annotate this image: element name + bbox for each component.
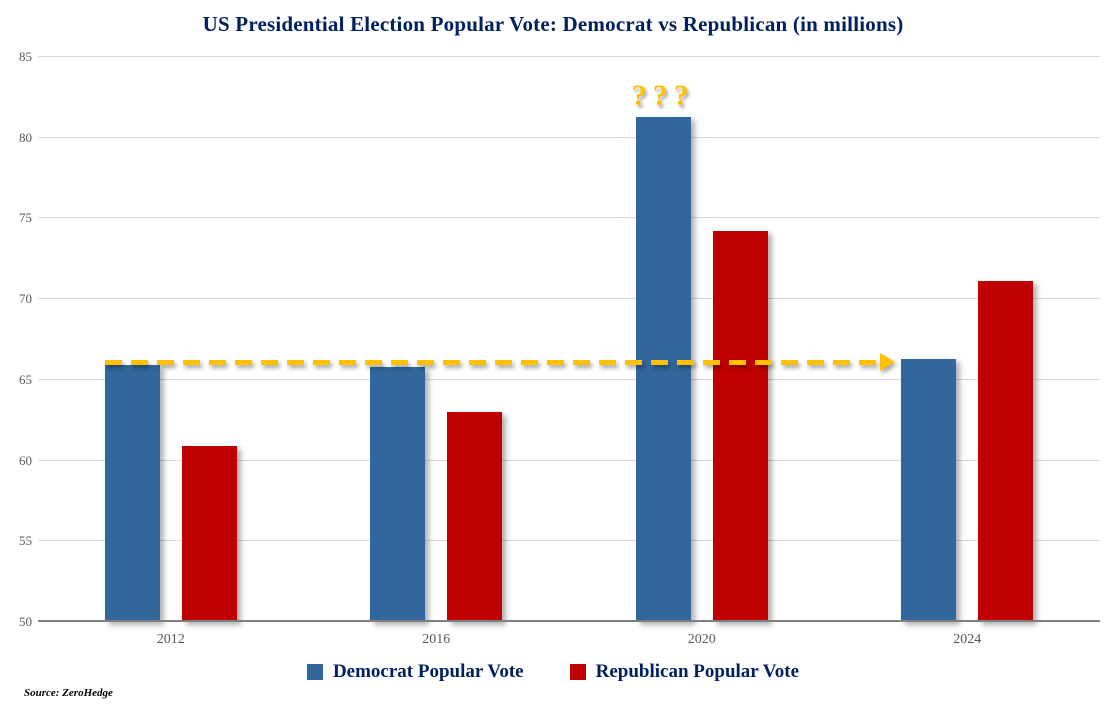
- source-note: Source: ZeroHedge: [24, 687, 113, 699]
- legend-item-republican: Republican Popular Vote: [569, 661, 800, 683]
- gridline: [38, 217, 1100, 219]
- gridline: [38, 459, 1100, 461]
- bar-2024-republican: [978, 281, 1034, 622]
- x-tick-label: 2016: [422, 632, 451, 647]
- plot-area: 50 55 60 65 70 75 80 85 2012 2016 2020 2024???: [19, 49, 1100, 647]
- trend-arrow-dashes: [104, 360, 882, 366]
- legend-label-democrat: Democrat Popular Vote: [332, 661, 524, 682]
- y-tick-label: 70: [19, 291, 32, 307]
- bar-2016-republican: [447, 412, 503, 622]
- gridline: [38, 56, 1100, 57]
- bar-2016-democrat: [370, 366, 426, 622]
- gridline: [38, 298, 1100, 300]
- y-tick-label: 65: [19, 371, 32, 387]
- bar-2012-republican: [181, 446, 237, 622]
- y-tick-label: 80: [19, 129, 32, 145]
- y-tick-label: 85: [19, 49, 32, 64]
- x-axis-line: [38, 620, 1100, 622]
- chart-title: US Presidential Election Popular Vote: D…: [202, 12, 904, 36]
- x-tick-label: 2020: [687, 632, 716, 647]
- question-marks-annotation: ???: [631, 78, 695, 112]
- x-tick-label: 2012: [156, 632, 185, 647]
- republican-swatch: [569, 664, 586, 680]
- bar-2012-democrat: [104, 365, 160, 622]
- x-tick-label: 2024: [953, 632, 982, 647]
- bar-2020-republican: [712, 231, 768, 622]
- trend-arrow-head: [880, 353, 896, 372]
- gridline: [38, 136, 1100, 138]
- y-tick-label: 75: [19, 210, 32, 226]
- gridline: [38, 378, 1100, 380]
- legend: Democrat Popular Vote Republican Popular…: [0, 661, 1106, 683]
- legend-label-republican: Republican Popular Vote: [595, 661, 800, 682]
- democrat-swatch: [306, 664, 323, 680]
- bar-2020-democrat: [635, 116, 691, 622]
- legend-item-democrat: Democrat Popular Vote: [306, 661, 524, 683]
- bar-2024-democrat: [901, 358, 957, 622]
- y-tick-label: 50: [19, 614, 32, 629]
- gridline: [38, 540, 1100, 542]
- trend-arrow: [104, 353, 896, 372]
- y-tick-label: 60: [19, 452, 32, 468]
- y-tick-label: 55: [19, 533, 32, 549]
